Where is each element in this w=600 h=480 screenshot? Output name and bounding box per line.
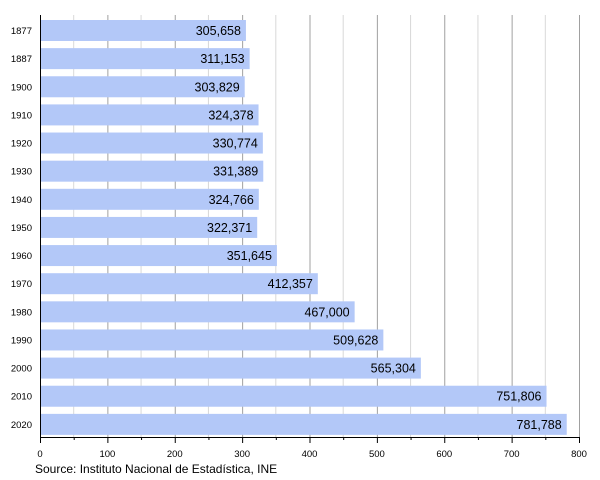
category-label: 1980 (11, 307, 32, 318)
category-label: 1877 (11, 26, 32, 37)
category-label: 2000 (11, 364, 32, 375)
category-label: 1940 (11, 195, 32, 206)
x-tick-label: 800 (571, 449, 587, 460)
bar-1960 (40, 245, 277, 267)
x-tick-label: 500 (369, 449, 385, 460)
data-label-2000: 565,304 (371, 362, 416, 376)
category-label: 1960 (11, 251, 32, 262)
category-label: 1990 (11, 335, 32, 346)
data-label-2010: 751,806 (496, 390, 541, 404)
data-label-1900: 303,829 (195, 80, 240, 94)
x-tick-label: 400 (302, 449, 318, 460)
bar-1910 (40, 104, 259, 126)
category-label: 1930 (11, 167, 32, 178)
x-tick-label: 600 (436, 449, 452, 460)
x-tick-label: 300 (234, 449, 250, 460)
bar-2000 (40, 357, 421, 379)
data-label-1990: 509,628 (333, 333, 378, 347)
category-label: 2010 (11, 392, 32, 403)
bar-1900 (40, 76, 245, 98)
data-label-2020: 781,788 (517, 418, 562, 432)
data-label-1930: 331,389 (213, 165, 258, 179)
category-label: 1970 (11, 279, 32, 290)
category-label: 1910 (11, 110, 32, 121)
x-tick-label: 700 (504, 449, 520, 460)
data-label-1887: 311,153 (200, 52, 244, 66)
bar-1887 (40, 48, 250, 70)
bar-1930 (40, 160, 264, 182)
category-label: 1887 (11, 54, 32, 65)
bar-1877 (40, 20, 246, 41)
category-label: 1900 (11, 82, 32, 93)
bar-1990 (40, 329, 384, 351)
bar-2010 (40, 385, 547, 407)
bar-1920 (40, 132, 263, 154)
data-label-1910: 324,378 (208, 108, 253, 122)
bar-1950 (40, 216, 258, 238)
data-label-1940: 324,766 (209, 193, 254, 207)
data-label-1960: 351,645 (227, 249, 272, 263)
source-note: Source: Instituto Nacional de Estadístic… (35, 462, 278, 476)
data-label-1980: 467,000 (304, 305, 349, 319)
x-tick-label: 0 (37, 449, 42, 460)
data-label-1920: 330,774 (213, 137, 258, 151)
bar-1980 (40, 301, 355, 323)
bar-2020 (40, 413, 567, 435)
bar-1970 (40, 273, 318, 295)
data-label-1970: 412,357 (268, 277, 313, 291)
category-label: 1950 (11, 223, 32, 234)
data-label-1950: 322,371 (207, 221, 252, 235)
data-label-1877: 305,658 (196, 24, 241, 38)
x-tick-label: 200 (167, 449, 183, 460)
bar-1940 (40, 188, 259, 210)
x-tick-label: 100 (99, 449, 115, 460)
category-label: 1920 (11, 139, 32, 150)
category-label: 2020 (11, 420, 32, 431)
